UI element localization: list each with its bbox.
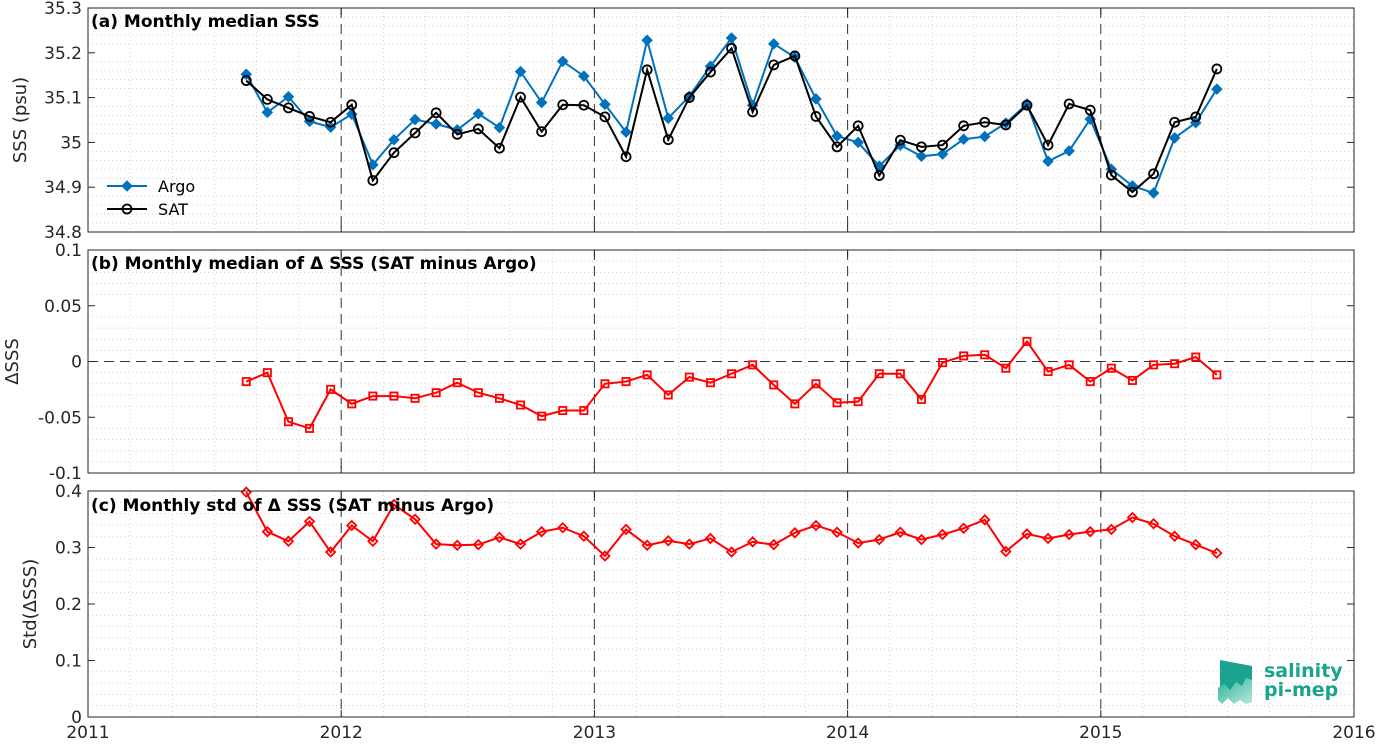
panel-a: 34.8 34.9 35 35.1 35.2 35.3 SSS (psu) (a) Month… xyxy=(10,0,1354,243)
x-tick-label: 2013 xyxy=(573,723,616,743)
legend-label: Argo xyxy=(158,177,195,196)
panel-title: (a) Monthly median SSS xyxy=(91,12,320,32)
legend-label: SAT xyxy=(158,200,188,219)
y-tick-label: 0.4 xyxy=(55,482,82,502)
panel-c: 00.10.20.30.4Std(ΔSSS)(c) Monthly std of… xyxy=(20,482,1354,728)
panel-title: (b) Monthly median of Δ SSS (SAT minus A… xyxy=(91,254,537,274)
x-tick-label: 2011 xyxy=(66,723,109,743)
y-tick-label: 0.05 xyxy=(44,297,82,317)
y-tick-label: 35.1 xyxy=(44,89,82,109)
y-tick-label: 0 xyxy=(71,353,82,373)
y-tick-label: -0.1 xyxy=(49,464,82,484)
salinity-pi-mep-logo: salinity pi-mep xyxy=(1216,658,1346,708)
x-tick-label: 2012 xyxy=(320,723,363,743)
figure: 34.8 34.9 35 35.1 35.2 35.3 SSS (psu) (a) Month… xyxy=(0,0,1377,745)
y-tick-label: 0.1 xyxy=(55,241,82,261)
y-tick-label: 0.3 xyxy=(55,539,82,559)
logo-wave-icon xyxy=(1216,658,1254,706)
y-tick-label: 0.2 xyxy=(55,595,82,615)
x-tick-label: 2016 xyxy=(1332,723,1375,743)
y-tick-label: -0.05 xyxy=(38,408,82,428)
logo-text-pi-mep: pi-mep xyxy=(1264,680,1338,700)
y-tick-label: 34.8 xyxy=(44,223,82,243)
y-tick-label: 35 xyxy=(60,133,82,153)
panel-b: -0.1 -0.05 0 0.05 0.1 ΔSSS (b) Monthly median … xyxy=(2,241,1354,484)
x-tick-label: 2015 xyxy=(1079,723,1122,743)
y-tick-label: 35.2 xyxy=(44,44,82,64)
panel-title: (c) Monthly std of Δ SSS (SAT minus Argo… xyxy=(91,496,494,516)
x-tick-label: 2014 xyxy=(826,723,869,743)
y-tick-label: 0.1 xyxy=(55,652,82,672)
logo-text-salinity: salinity xyxy=(1264,661,1343,681)
y-axis-label: ΔSSS xyxy=(2,338,23,385)
y-tick-label: 35.3 xyxy=(44,0,82,19)
y-tick-label: 34.9 xyxy=(44,178,82,198)
y-axis-label: SSS (psu) xyxy=(10,77,31,163)
y-axis-label: Std(ΔSSS) xyxy=(20,559,41,650)
